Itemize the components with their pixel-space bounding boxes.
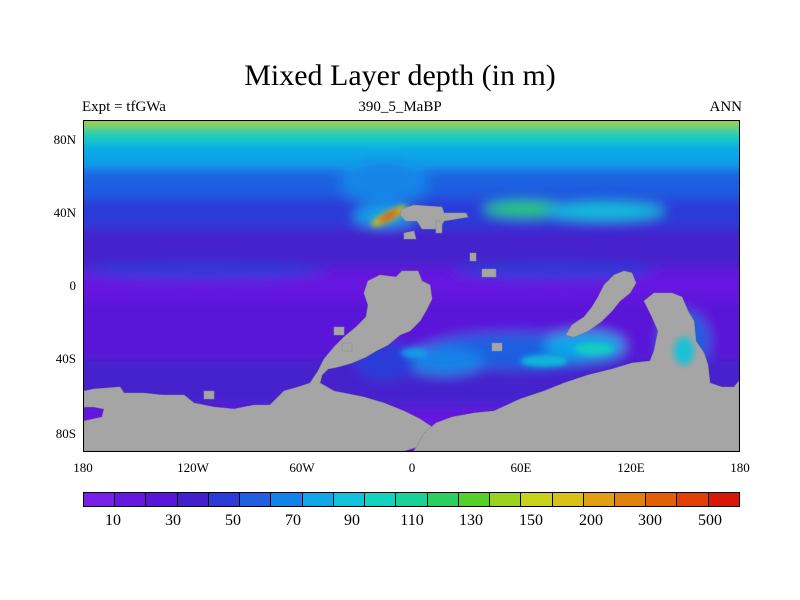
colorbar-segment [427, 493, 459, 506]
colorbar-label: 10 [105, 512, 121, 529]
colorbar-segment [490, 493, 522, 506]
colorbar-label: 30 [165, 512, 181, 529]
southern-ocean-highlights [400, 337, 694, 367]
colorbar-segment [177, 493, 209, 506]
season-label: ANN [709, 99, 743, 115]
lat-label-80s: 80S [55, 426, 76, 441]
colorbar-segment [614, 493, 647, 506]
colorbar-segment [333, 493, 366, 506]
colorbar-segment [365, 493, 397, 506]
colorbar-segment [240, 493, 272, 506]
colorbar-segment [84, 493, 116, 506]
lon-label-120e: 120E [617, 460, 645, 475]
colorbar-segment [646, 493, 678, 506]
lon-label-60w: 60W [289, 460, 315, 475]
colorbar-segment [583, 493, 615, 506]
colorbar-label: 200 [579, 512, 603, 529]
colorbar-segment [146, 493, 178, 506]
lon-label-180e: 180 [730, 460, 750, 475]
colorbar-label: 50 [225, 512, 241, 529]
experiment-label: Expt = tfGWa [82, 99, 166, 115]
colorbar-segment [521, 493, 553, 506]
colorbar-segment [396, 493, 428, 506]
colorbar-segment [271, 493, 303, 506]
lon-label-180w: 180 [73, 460, 93, 475]
colorbar-label: 130 [459, 512, 483, 529]
colorbar-label: 110 [400, 512, 424, 529]
colorbar-label: 70 [285, 512, 301, 529]
lon-label-60e: 60E [510, 460, 532, 475]
colorbar [83, 492, 740, 507]
colorbar-segment [458, 493, 491, 506]
colorbar-label: 90 [344, 512, 360, 529]
mixed-layer-depth-map [83, 120, 740, 452]
lat-label-0: 0 [69, 278, 77, 293]
lat-label-40n: 40N [53, 205, 76, 220]
colorbar-segment [708, 493, 739, 506]
mixed-layer-hotspot [371, 205, 407, 227]
lat-label-80n: 80N [53, 132, 76, 147]
lon-label-120w: 120W [177, 460, 209, 475]
colorbar-segment [115, 493, 147, 506]
colorbar-label: 300 [638, 512, 662, 529]
colorbar-label: 500 [698, 512, 722, 529]
period-label: 390_5_MaBP [358, 99, 442, 115]
lon-label-0: 0 [408, 460, 416, 475]
colorbar-segment [302, 493, 334, 506]
land-masses [84, 204, 739, 451]
colorbar-label: 150 [519, 512, 543, 529]
colorbar-segment [208, 493, 241, 506]
plot-title: Mixed Layer depth (in m) [244, 59, 556, 92]
lat-label-40s: 40S [55, 351, 76, 366]
colorbar-segment [552, 493, 584, 506]
colorbar-segment [677, 493, 709, 506]
